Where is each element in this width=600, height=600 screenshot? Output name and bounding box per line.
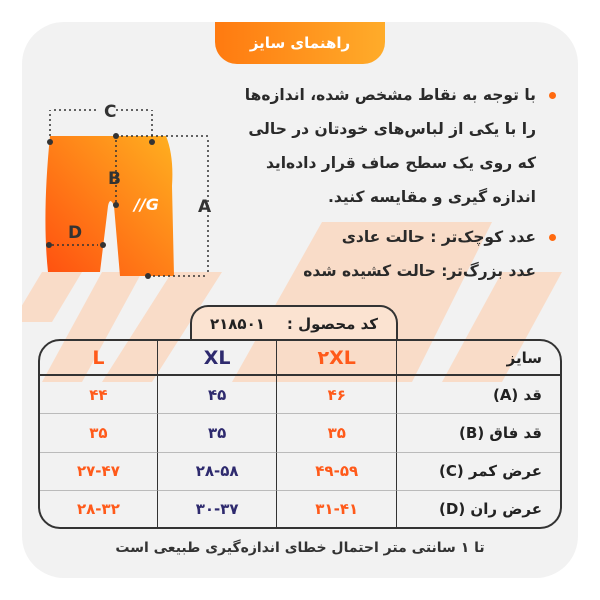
table-header-row: سایز ۲XL XL L [40,341,560,376]
table-row: عرض کمر (C) ۴۹-۵۹ ۲۸-۵۸ ۲۷-۴۷ [40,452,560,491]
cell: ۴۴ [40,376,157,415]
instructions: با توجه به نقاط مشخص شده، اندازه‌ها را ب… [218,78,558,288]
product-code: کد محصول : ۲۱۸۵۰۱ [190,305,398,341]
row-label: قد (A) [396,376,560,415]
size-guide-card [22,22,578,578]
product-code-value: ۲۱۸۵۰۱ [209,315,265,333]
table-row: قد فاق (B) ۳۵ ۳۵ ۳۵ [40,414,560,453]
cell: ۳۱-۴۱ [276,490,396,527]
brand-logo: //G [132,195,159,214]
note-line: عدد کوچک‌تر : حالت عادی [218,220,558,254]
cell: ۳۵ [156,414,277,453]
product-code-label: کد محصول : [286,315,379,333]
cell: ۴۹-۵۹ [276,452,396,491]
cell: ۳۵ [40,414,157,453]
table-row: عرض ران (D) ۳۱-۴۱ ۳۰-۳۷ ۲۸-۳۲ [40,490,560,527]
cell: ۲۸-۵۸ [156,452,277,491]
background-stripes [22,222,562,382]
cell: ۴۶ [276,376,396,415]
label-b: B [108,169,121,189]
header-l: L [40,341,157,376]
cell: ۳۵ [276,414,396,453]
size-table: سایز ۲XL XL L قد (A) ۴۶ ۴۵ ۴۴ قد فاق (B) ۳۵ ۳… [38,339,562,529]
cell: ۲۷-۴۷ [40,453,157,491]
shorts-shape [45,136,174,276]
cell: ۲۸-۳۲ [77,499,120,518]
note-line: عدد بزرگ‌تر: حالت کشیده شده [303,262,536,280]
size-guide-title: راهنمای سایز [215,22,385,64]
shorts-diagram: C B A D //G [45,102,212,279]
header-size: سایز [396,341,560,376]
row-label: قد فاق (B) [396,414,560,453]
label-c: C [104,102,116,122]
table-row: قد (A) ۴۶ ۴۵ ۴۴ [40,376,560,415]
instruction-line: را با یکی از لباس‌های خودتان در حالی [248,120,536,138]
instruction-line: با توجه به نقاط مشخص شده، اندازه‌ها [218,78,558,112]
cell: ۴۵ [156,376,277,415]
instruction-line: که روی یک سطح صاف قرار داده‌اید [265,154,536,172]
cell: ۳۰-۳۷ [156,490,277,527]
header-2xl: ۲XL [276,341,396,376]
row-label: عرض کمر (C) [396,452,560,491]
instruction-line: اندازه گیری و مقایسه کنید. [328,188,536,206]
footer-note: تا ۱ سانتی متر احتمال خطای اندازه‌گیری ط… [115,540,485,556]
row-label: عرض ران (D) [396,490,560,527]
label-a: A [198,197,212,217]
label-d: D [68,223,82,243]
header-xl: XL [156,341,277,376]
